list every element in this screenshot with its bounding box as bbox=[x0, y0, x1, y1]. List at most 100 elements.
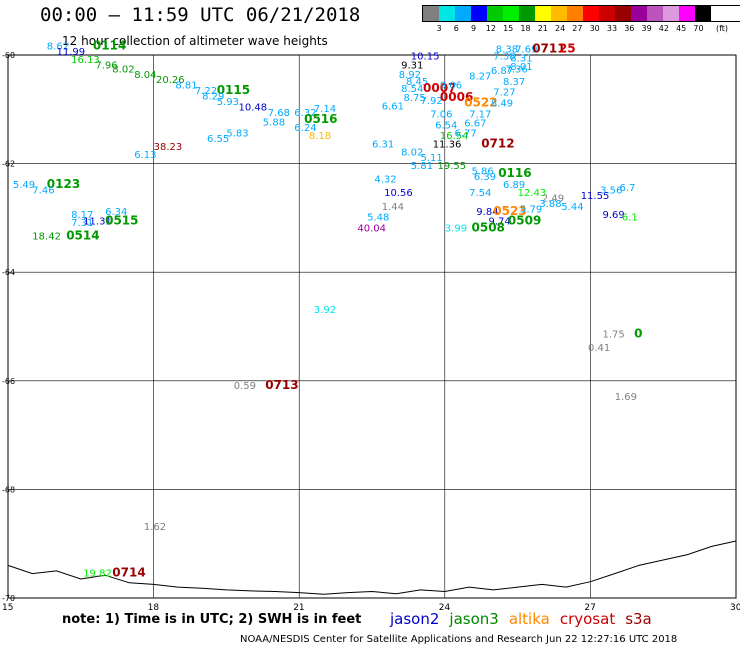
wave-height-label: 7.22 bbox=[195, 86, 217, 97]
wave-height-label: 5.48 bbox=[367, 213, 389, 224]
legend-label: 6 bbox=[453, 24, 459, 33]
longitude-label: 15 bbox=[2, 603, 13, 613]
pass-time-label: 0116 bbox=[498, 166, 531, 180]
wave-height-label: 8.49 bbox=[491, 99, 513, 110]
longitude-label: 21 bbox=[293, 603, 304, 613]
legend-label: 9 bbox=[471, 24, 477, 33]
wave-height-label: 2.49 bbox=[542, 194, 564, 205]
satellite-name: cryosat bbox=[559, 610, 616, 628]
legend-swatch bbox=[471, 6, 487, 21]
legend-swatch bbox=[519, 6, 535, 21]
legend-label: 24 bbox=[555, 24, 566, 33]
wave-height-label: 7.92 bbox=[421, 96, 443, 107]
map-frame bbox=[7, 54, 737, 599]
wave-height-label: 5.11 bbox=[421, 153, 443, 164]
legend-swatch bbox=[455, 6, 471, 21]
wave-height-label: 1.62 bbox=[144, 522, 166, 533]
wave-height-label: 5.49 bbox=[13, 180, 35, 191]
wave-height-label: 7.17 bbox=[469, 109, 491, 120]
wave-height-label: 6.13 bbox=[134, 150, 156, 161]
wave-height-label: 6.77 bbox=[455, 128, 477, 139]
satellite-name: jason3 bbox=[449, 610, 499, 628]
wave-height-label: 8.75 bbox=[404, 93, 426, 104]
wave-height-label: 8.92 bbox=[399, 70, 421, 81]
wave-height-label: 5.79 bbox=[520, 205, 542, 216]
legend-color-bar bbox=[422, 5, 740, 22]
pass-time-label: 25 bbox=[559, 41, 576, 55]
wave-height-label: 12.43 bbox=[518, 188, 547, 199]
wave-height-label: 7.69 bbox=[515, 44, 537, 55]
legend-swatch bbox=[551, 6, 567, 21]
wave-height-label: 8.81 bbox=[175, 81, 197, 92]
wave-height-label: 1.69 bbox=[615, 392, 637, 403]
legend-label: 27 bbox=[572, 24, 583, 33]
legend-swatch bbox=[695, 6, 711, 21]
wave-height-label: 7.14 bbox=[314, 104, 336, 115]
longitude-label: 24 bbox=[439, 603, 451, 613]
pass-time-label: 0007 bbox=[423, 81, 456, 95]
legend-label: 33 bbox=[606, 24, 618, 33]
wave-height-label: 11.55 bbox=[581, 191, 610, 202]
wave-height-label: 5.86 bbox=[472, 167, 494, 178]
latitude-label: -66 bbox=[2, 377, 15, 386]
pass-time-label: 0123 bbox=[47, 177, 80, 191]
latitude-label: -64 bbox=[2, 268, 15, 277]
wave-height-label: 6.7 bbox=[620, 183, 636, 194]
pass-time-label: 0522 bbox=[464, 96, 497, 110]
wave-height-label: 6.1 bbox=[622, 213, 638, 224]
wave-height-label: 7.31 bbox=[71, 218, 93, 229]
wave-height-label: 7.68 bbox=[268, 108, 290, 119]
legend-swatch bbox=[663, 6, 679, 21]
wave-height-label: 1.44 bbox=[382, 202, 404, 213]
wave-height-label: 19.82 bbox=[83, 568, 112, 579]
wave-height-label: 8.38 bbox=[496, 44, 518, 55]
wave-height-label: 38.23 bbox=[154, 142, 183, 153]
pass-time-label: 0514 bbox=[66, 229, 99, 243]
pass-time-label: 0523 bbox=[493, 204, 526, 218]
satellite-name: s3a bbox=[625, 610, 652, 628]
wave-height-label: 8.01 bbox=[510, 62, 532, 73]
legend-label: 3 bbox=[436, 24, 442, 33]
legend-labels: (ft) 3 6 9 12 15 18 21 24 27 30 33 36 39 42 45 70 bbox=[422, 22, 740, 34]
legend-swatch bbox=[535, 6, 551, 21]
wave-height-label: 6.34 bbox=[105, 207, 127, 218]
legend-swatch bbox=[679, 6, 695, 21]
wave-height-label: 9.31 bbox=[401, 61, 423, 72]
wave-height-label: 8.37 bbox=[503, 77, 525, 88]
wave-height-label: 5.81 bbox=[411, 161, 433, 172]
legend-swatch bbox=[615, 6, 631, 21]
color-legend: (ft) 3 6 9 12 15 18 21 24 27 30 33 36 39 42 45 70 bbox=[422, 5, 740, 34]
legend-swatch bbox=[439, 6, 455, 21]
legend-label: 36 bbox=[624, 24, 635, 33]
legend-swatch bbox=[503, 6, 519, 21]
pass-time-label: 0 bbox=[634, 326, 642, 340]
legend-label: 45 bbox=[676, 24, 687, 33]
wave-height-label: 10.56 bbox=[384, 188, 413, 199]
legend-label: 12 bbox=[485, 24, 496, 33]
pass-time-label: 0114 bbox=[93, 39, 126, 53]
wave-height-label: 11.31 bbox=[83, 216, 112, 227]
footer-note: note: 1) Time is in UTC; 2) SWH is in fe… bbox=[62, 612, 362, 627]
wave-height-label: 9.06 bbox=[440, 81, 462, 92]
wave-height-label: 6.87 bbox=[491, 66, 513, 77]
wave-height-label: 5.88 bbox=[263, 118, 285, 129]
longitude-label: 18 bbox=[148, 603, 160, 613]
chart-title: 00:00 – 11:59 UTC 06/21/2018 bbox=[40, 4, 361, 26]
satellite-legend: jason2 jason3 altika cryosat s3a bbox=[390, 610, 662, 628]
wave-height-label: 9.69 bbox=[603, 210, 625, 221]
wave-height-label: 8.62 bbox=[47, 42, 69, 53]
latitude-label: -60 bbox=[2, 51, 15, 60]
pass-time-label: 0713 bbox=[265, 378, 298, 392]
wave-height-label: 6.54 bbox=[435, 120, 457, 131]
wave-height-label: 8.45 bbox=[406, 77, 428, 88]
wave-height-label: 20.26 bbox=[156, 75, 185, 86]
wave-height-label: 3.88 bbox=[539, 199, 561, 210]
legend-swatch bbox=[423, 6, 439, 21]
wave-height-label: 1.75 bbox=[603, 329, 625, 340]
latitude-label: -68 bbox=[2, 485, 15, 494]
pass-time-label: 0711 bbox=[532, 41, 565, 55]
legend-unit: (ft) bbox=[715, 24, 729, 33]
wave-height-label: 6.89 bbox=[503, 180, 525, 191]
wave-height-label: 6.32 bbox=[294, 108, 316, 119]
wave-height-label: 9.74 bbox=[489, 216, 511, 227]
